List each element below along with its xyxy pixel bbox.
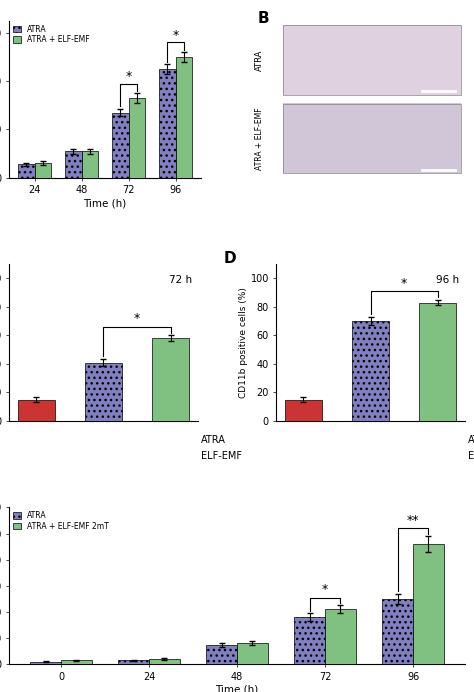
Text: *: *	[134, 312, 140, 325]
Bar	[152, 338, 189, 421]
Legend: ATRA, ATRA + ELF-EMF: ATRA, ATRA + ELF-EMF	[13, 25, 90, 44]
Bar	[283, 104, 461, 173]
X-axis label: Time (h): Time (h)	[215, 685, 259, 692]
Text: D: D	[224, 251, 237, 266]
Bar	[30, 662, 61, 664]
Bar	[35, 163, 51, 178]
Text: 72 h: 72 h	[169, 275, 192, 285]
Bar	[382, 599, 413, 664]
Bar	[112, 113, 128, 178]
Bar	[237, 644, 268, 664]
Bar	[283, 26, 461, 95]
Bar	[65, 151, 82, 178]
Bar	[419, 302, 456, 421]
Bar	[413, 544, 444, 664]
Bar	[159, 69, 175, 178]
Text: ATRA: ATRA	[468, 435, 474, 445]
Bar	[285, 399, 322, 421]
Bar	[128, 98, 145, 178]
Text: B: B	[258, 11, 270, 26]
Bar	[18, 399, 55, 421]
Bar	[118, 660, 149, 664]
X-axis label: Time (h): Time (h)	[83, 198, 127, 208]
Text: 96 h: 96 h	[436, 275, 459, 285]
Text: ELF-EMF: ELF-EMF	[201, 451, 242, 461]
Bar	[18, 165, 35, 178]
Bar	[352, 321, 389, 421]
Bar	[206, 645, 237, 664]
Text: **: **	[407, 514, 419, 527]
Bar	[149, 659, 180, 664]
Text: ATRA + ELF-EMF: ATRA + ELF-EMF	[255, 107, 264, 170]
Bar	[82, 151, 98, 178]
Text: ATRA: ATRA	[255, 49, 264, 71]
Text: *: *	[173, 29, 179, 42]
Text: ATRA: ATRA	[201, 435, 226, 445]
Text: *: *	[322, 583, 328, 597]
Bar	[175, 57, 192, 178]
Bar	[61, 660, 92, 664]
Text: ELF-EMF: ELF-EMF	[468, 451, 474, 461]
Bar	[325, 610, 356, 664]
Text: *: *	[126, 70, 132, 83]
Text: *: *	[401, 277, 407, 290]
Bar	[85, 363, 122, 421]
Bar	[294, 617, 325, 664]
Y-axis label: CD11b positive cells (%): CD11b positive cells (%)	[239, 287, 248, 398]
Legend: ATRA, ATRA + ELF-EMF 2mT: ATRA, ATRA + ELF-EMF 2mT	[13, 511, 109, 531]
